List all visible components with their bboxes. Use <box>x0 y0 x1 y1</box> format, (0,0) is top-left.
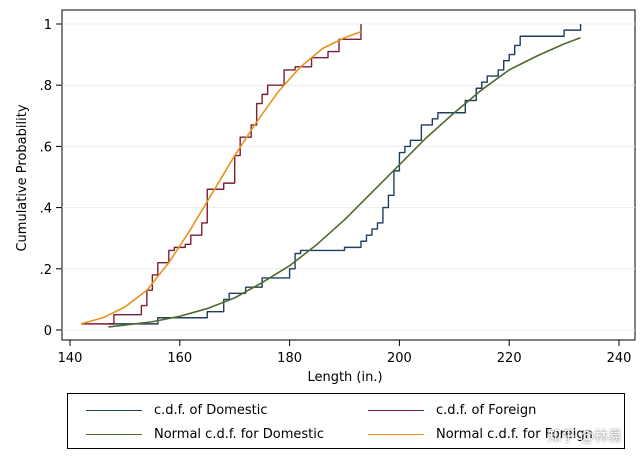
x-tick-label: 180 <box>277 351 302 366</box>
legend-item-foreign-normal: Normal c.d.f. for Foreign <box>368 424 593 444</box>
plot-area <box>61 9 636 341</box>
legend-item-domestic-normal: Normal c.d.f. for Domestic <box>86 424 324 444</box>
legend-swatch-foreign-cdf <box>368 409 424 411</box>
series-layer <box>80 24 582 328</box>
legend-swatch-domestic-cdf <box>86 409 142 411</box>
y-tick-label: .4 <box>40 202 52 217</box>
legend-swatch-domestic-normal <box>86 433 142 435</box>
x-tick-label: 240 <box>607 351 632 366</box>
legend-label-foreign-cdf: c.d.f. of Foreign <box>436 402 537 418</box>
series-line-3 <box>80 30 362 325</box>
series-line-2 <box>108 37 581 328</box>
legend-label-domestic-cdf: c.d.f. of Domestic <box>154 402 268 418</box>
y-axis-label: Cumulative Probability <box>15 104 30 251</box>
legend-label-foreign-normal: Normal c.d.f. for Foreign <box>436 426 593 442</box>
legend-item-foreign-cdf: c.d.f. of Foreign <box>368 400 536 420</box>
legend-swatch-foreign-normal <box>368 433 424 435</box>
x-tick-label: 200 <box>387 351 412 366</box>
series-line-1 <box>80 24 362 325</box>
x-axis-label: Length (in.) <box>307 370 382 385</box>
y-tick-label: 0 <box>44 324 52 339</box>
legend-item-domestic-cdf: c.d.f. of Domestic <box>86 400 267 420</box>
y-tick-label: .8 <box>40 79 52 94</box>
legend: c.d.f. of Domestic c.d.f. of Foreign Nor… <box>67 393 625 449</box>
x-tick-label: 220 <box>497 351 522 366</box>
axes: 0 .2 .4 .6 .8 1 140 160 180 200 220 240 <box>40 18 632 366</box>
watermark: 知乎 @林易 <box>547 429 622 445</box>
x-tick-label: 140 <box>58 351 83 366</box>
x-tick-label: 160 <box>167 351 192 366</box>
legend-label-domestic-normal: Normal c.d.f. for Domestic <box>154 426 324 442</box>
y-tick-label: .2 <box>40 263 52 278</box>
y-tick-label: 1 <box>44 18 52 33</box>
y-tick-label: .6 <box>40 140 52 155</box>
